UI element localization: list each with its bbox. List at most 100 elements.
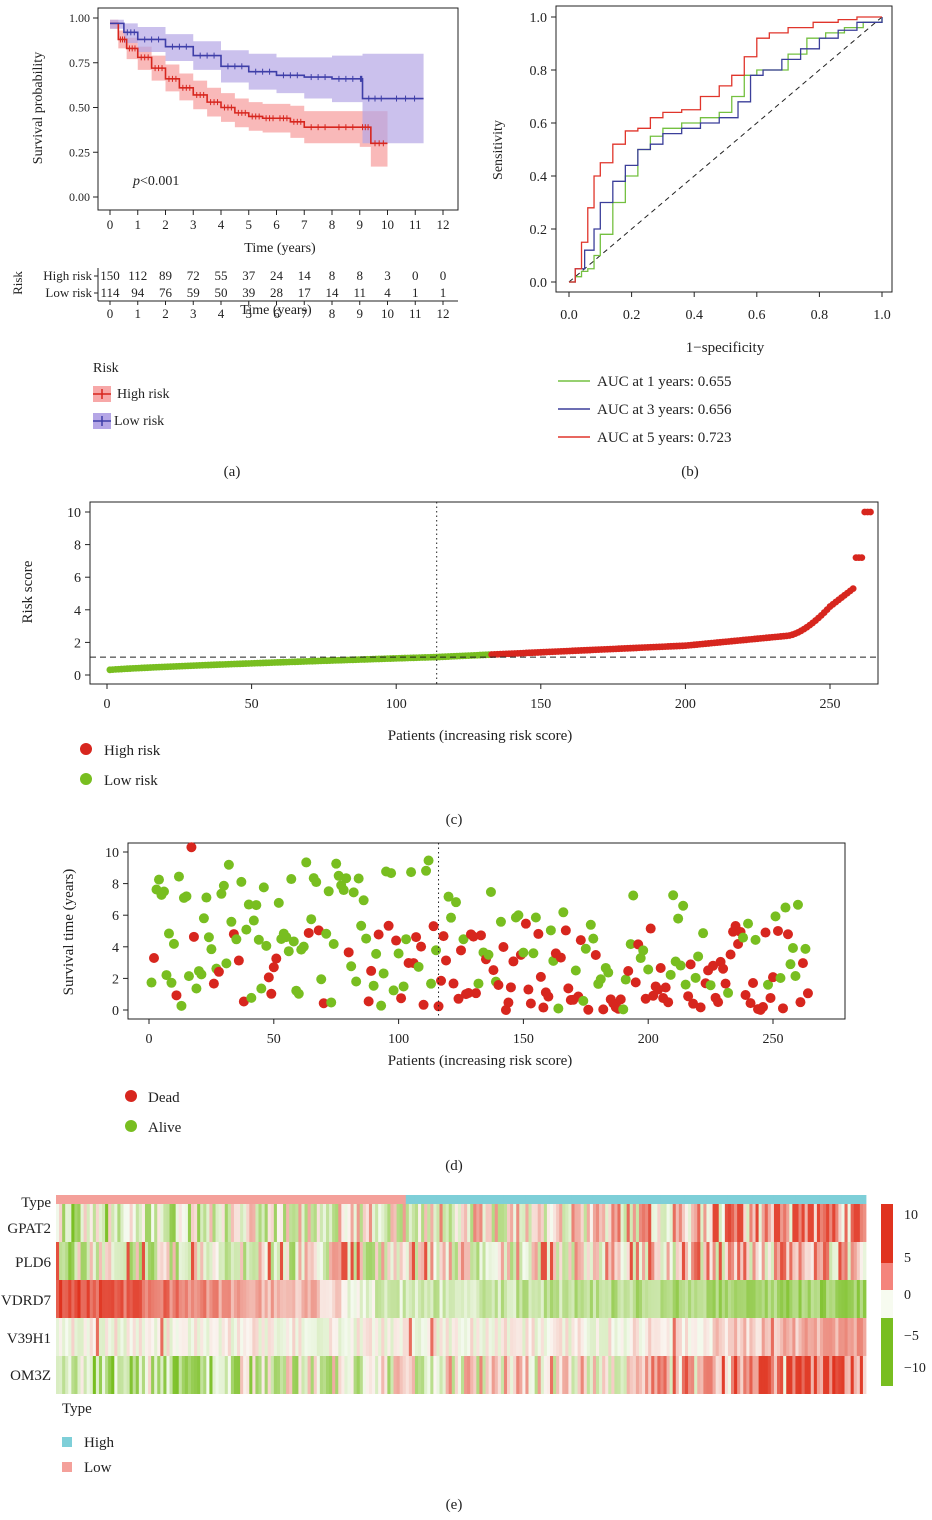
survtime-point-alive xyxy=(231,934,242,945)
survtime-point-alive xyxy=(168,938,179,949)
heatmap-cell xyxy=(129,1356,134,1394)
heatmap-cell xyxy=(672,1204,677,1242)
heatmap-cell xyxy=(602,1280,606,1318)
heatmap-cell xyxy=(194,1242,198,1280)
heatmap-cell xyxy=(212,1356,216,1394)
heatmap-cell xyxy=(384,1204,388,1242)
heatmap-cell xyxy=(525,1280,529,1318)
heatmap-cell xyxy=(654,1242,658,1280)
heatmap-legend-low-label: Low xyxy=(84,1460,112,1476)
heatmap-cell xyxy=(387,1280,391,1318)
heatmap-cell xyxy=(709,1280,713,1318)
heatmap-type-cell xyxy=(252,1195,256,1204)
heatmap-cell xyxy=(445,1356,450,1394)
km-ytick-label: 1.00 xyxy=(69,11,90,25)
heatmap-cell xyxy=(522,1356,526,1394)
heatmap-cell xyxy=(215,1204,220,1242)
heatmap-cell xyxy=(258,1356,262,1394)
heatmap-cell xyxy=(574,1280,578,1318)
heatmap-cell xyxy=(703,1242,707,1280)
heatmap-cell xyxy=(237,1318,241,1356)
survtime-point-alive xyxy=(236,876,247,887)
heatmap-type-cell xyxy=(694,1195,698,1204)
roc-xtick-label: 0.4 xyxy=(685,308,703,323)
heatmap-cell xyxy=(577,1356,582,1394)
risk-table-xtick-label: 6 xyxy=(273,306,280,321)
heatmap-cell xyxy=(405,1280,410,1318)
heatmap-type-cell xyxy=(200,1195,204,1204)
heatmap-type-cell xyxy=(365,1195,370,1204)
heatmap-cell xyxy=(184,1242,189,1280)
heatmap-cell xyxy=(439,1204,443,1242)
heatmap-cell xyxy=(749,1280,753,1318)
heatmap-cell xyxy=(638,1318,643,1356)
heatmap-cell xyxy=(688,1356,692,1394)
heatmap-type-cell xyxy=(571,1195,575,1204)
heatmap-cell xyxy=(859,1318,864,1356)
heatmap-cell xyxy=(264,1280,269,1318)
heatmap-cell xyxy=(540,1204,545,1242)
heatmap-cell xyxy=(691,1242,695,1280)
heatmap-cell xyxy=(359,1318,364,1356)
survtime-point-dead xyxy=(660,982,671,993)
heatmap-cell xyxy=(249,1204,253,1242)
heatmap-cell xyxy=(163,1204,167,1242)
heatmap-cell xyxy=(507,1318,511,1356)
heatmap-cell xyxy=(583,1242,588,1280)
heatmap-cell xyxy=(678,1204,683,1242)
heatmap-cell xyxy=(353,1318,358,1356)
heatmap-cell xyxy=(362,1356,367,1394)
heatmap-cell xyxy=(826,1280,830,1318)
survtime-point-alive xyxy=(218,880,229,891)
heatmap-cell xyxy=(295,1204,299,1242)
heatmap-type-cell xyxy=(114,1195,118,1204)
heatmap-row-label: V39H1 xyxy=(7,1331,51,1347)
km-xlabel: Time (years) xyxy=(244,241,316,256)
heatmap-colorbar-tick-label: −10 xyxy=(904,1361,926,1376)
heatmap-cell xyxy=(568,1242,572,1280)
survtime-point-alive xyxy=(281,932,292,943)
heatmap-cell xyxy=(669,1318,674,1356)
heatmap-cell xyxy=(497,1356,502,1394)
heatmap-cell xyxy=(651,1318,655,1356)
survtime-point-alive xyxy=(196,969,207,980)
heatmap-type-cell xyxy=(838,1195,842,1204)
heatmap-cell xyxy=(411,1356,416,1394)
heatmap-type-cell xyxy=(531,1195,536,1204)
heatmap-cell xyxy=(209,1280,213,1318)
heatmap-cell xyxy=(798,1280,802,1318)
heatmap-cell xyxy=(537,1204,542,1242)
heatmap-cell xyxy=(227,1318,232,1356)
heatmap-cell xyxy=(187,1242,192,1280)
heatmap-type-cell xyxy=(513,1195,517,1204)
heatmap-cell xyxy=(59,1204,63,1242)
survtime-point-alive xyxy=(191,983,202,994)
heatmap-cell xyxy=(295,1280,299,1318)
heatmap-cell xyxy=(577,1280,582,1318)
heatmap-cell xyxy=(651,1356,655,1394)
heatmap-cell xyxy=(390,1242,394,1280)
heatmap-cell xyxy=(157,1318,161,1356)
heatmap-cell xyxy=(617,1356,621,1394)
panel-a: 0.000.250.500.751.000 1 2 3 4 5 6 7 8 9 10 11 12 Sur… xyxy=(10,7,459,480)
heatmap-cell xyxy=(648,1204,652,1242)
heatmap-cell xyxy=(642,1242,646,1280)
heatmap-type-cell xyxy=(237,1195,241,1204)
heatmap-cell xyxy=(577,1242,582,1280)
heatmap-cell xyxy=(629,1280,634,1318)
heatmap-cell xyxy=(546,1356,551,1394)
heatmap-cell xyxy=(77,1318,81,1356)
heatmap-cell xyxy=(792,1318,796,1356)
heatmap-cell xyxy=(556,1204,560,1242)
heatmap-cell xyxy=(338,1204,342,1242)
heatmap-cell xyxy=(734,1204,738,1242)
heatmap-type-cell xyxy=(574,1195,578,1204)
heatmap-cell xyxy=(580,1356,585,1394)
heatmap-cell xyxy=(697,1204,701,1242)
heatmap-cell xyxy=(645,1242,649,1280)
heatmap-cell xyxy=(396,1204,401,1242)
survtime-point-alive xyxy=(183,971,194,982)
risk-table-cell: 37 xyxy=(242,268,256,283)
heatmap-cell xyxy=(117,1318,121,1356)
heatmap-cell xyxy=(589,1356,594,1394)
